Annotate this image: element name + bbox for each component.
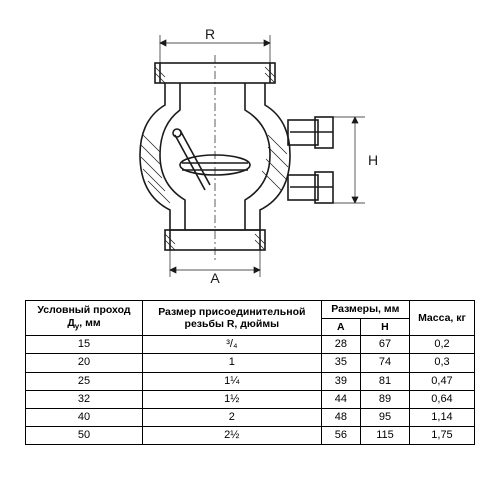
cell-d: 32 <box>26 390 143 408</box>
cell-m: 0,3 <box>409 354 474 372</box>
dim-label-H: H <box>368 152 378 168</box>
cell-h: 89 <box>360 390 409 408</box>
col-header-mass: Масса, кг <box>409 301 474 336</box>
cell-h: 115 <box>360 427 409 445</box>
col-header-dims: Размеры, мм <box>321 301 409 319</box>
cell-d: 25 <box>26 372 143 390</box>
cell-a: 39 <box>321 372 360 390</box>
col-sub-a: A <box>321 318 360 336</box>
table-row: 40248951,14 <box>26 408 475 426</box>
cell-d: 40 <box>26 408 143 426</box>
cell-r: 2½ <box>142 427 321 445</box>
cell-h: 95 <box>360 408 409 426</box>
cell-a: 35 <box>321 354 360 372</box>
cell-r: 1¼ <box>142 372 321 390</box>
technical-drawing: R <box>110 25 390 285</box>
cell-r: 2 <box>142 408 321 426</box>
cell-m: 1,75 <box>409 427 474 445</box>
spec-table-container: Условный проходДу, мм Размер присоединит… <box>25 300 475 445</box>
col-header-d: Условный проходДу, мм <box>26 301 143 336</box>
dim-label-A: A <box>210 270 220 285</box>
table-row: 502½561151,75 <box>26 427 475 445</box>
cell-h: 67 <box>360 336 409 354</box>
cell-m: 0,47 <box>409 372 474 390</box>
table-row: 15³/₄28670,2 <box>26 336 475 354</box>
cell-a: 28 <box>321 336 360 354</box>
cell-h: 81 <box>360 372 409 390</box>
cell-d: 50 <box>26 427 143 445</box>
cell-m: 0,2 <box>409 336 474 354</box>
cell-r: 1 <box>142 354 321 372</box>
cell-a: 56 <box>321 427 360 445</box>
cell-d: 20 <box>26 354 143 372</box>
cell-m: 1,14 <box>409 408 474 426</box>
col-header-r: Размер присоединительнойрезьбы R, дюймы <box>142 301 321 336</box>
table-row: 20135740,3 <box>26 354 475 372</box>
spec-table: Условный проходДу, мм Размер присоединит… <box>25 300 475 445</box>
col-sub-h: H <box>360 318 409 336</box>
cell-a: 48 <box>321 408 360 426</box>
table-row: 321½44890,64 <box>26 390 475 408</box>
cell-m: 0,64 <box>409 390 474 408</box>
cell-r: 1½ <box>142 390 321 408</box>
cell-h: 74 <box>360 354 409 372</box>
table-row: 251¼39810,47 <box>26 372 475 390</box>
cell-r: ³/₄ <box>142 336 321 354</box>
dim-label-R: R <box>205 26 215 42</box>
page: R <box>0 0 500 500</box>
cell-a: 44 <box>321 390 360 408</box>
cell-d: 15 <box>26 336 143 354</box>
